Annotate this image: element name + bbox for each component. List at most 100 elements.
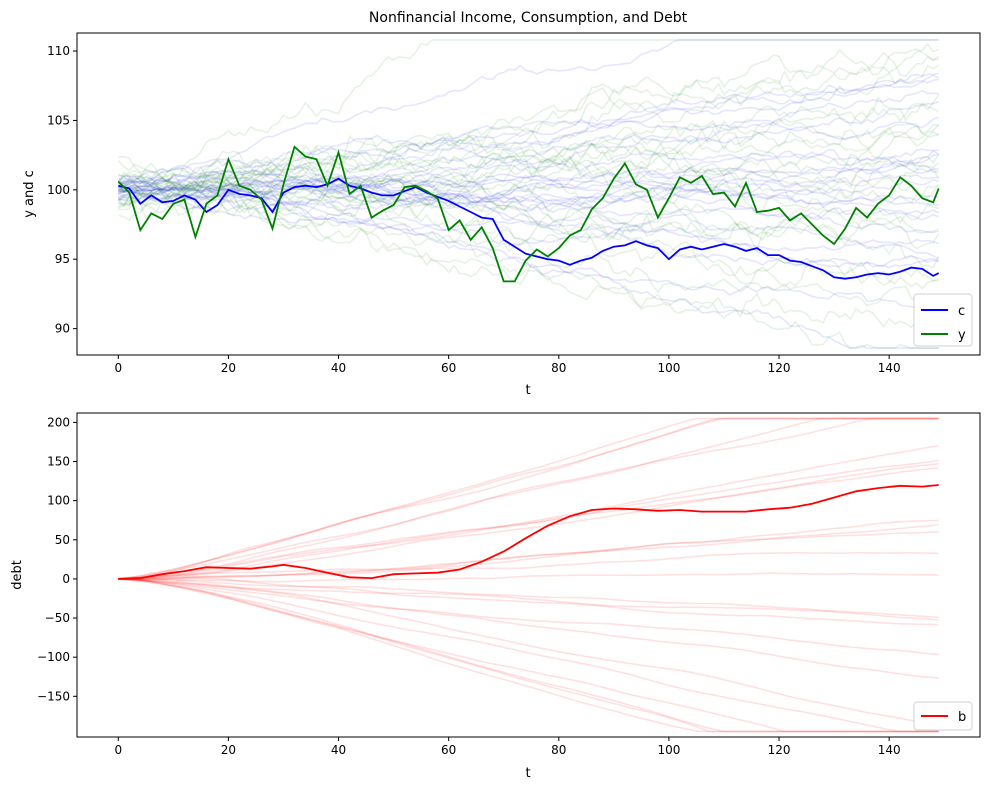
background-sample-path [118,531,939,581]
background-sample-path [118,148,940,200]
background-sample-path [117,129,939,184]
top-x-ticks: 0 20 40 60 80 100 120 140 [114,355,901,375]
x-tick-label: 0 [114,361,122,375]
background-sample-path [118,181,939,221]
y-tick-label: 90 [55,322,70,336]
background-sample-path [118,578,939,626]
background-sample-path [118,577,939,621]
x-tick-label: 140 [878,361,901,375]
x-tick-label: 120 [768,743,791,757]
top-panel: 0 20 40 60 80 100 120 140 90 95 100 105 110 t y and… [22,32,981,398]
background-sample-path [117,174,939,241]
background-sample-path [118,124,940,205]
background-sample-path [118,467,939,580]
figure-title: Nonfinancial Income, Consumption, and De… [369,10,688,26]
background-sample-path [118,578,939,733]
background-sample-path [118,180,939,310]
background-sample-path [118,78,939,184]
background-sample-path [118,578,939,733]
y-tick-label: 50 [55,533,70,547]
x-tick-label: 60 [441,743,456,757]
background-sample-path [117,116,939,189]
background-sample-path [117,42,940,199]
bottom-background-paths [118,417,939,733]
background-sample-path [117,72,939,202]
bottom-x-axis-label: t [525,766,530,781]
x-tick-label: 140 [878,743,901,757]
background-sample-path [118,153,939,204]
x-tick-label: 120 [768,361,791,375]
legend-label-y: y [958,328,966,343]
background-sample-path [117,100,939,204]
background-sample-path [118,578,939,679]
background-sample-path [117,64,940,201]
background-sample-path [117,95,940,209]
y-tick-label: 100 [47,494,70,508]
top-y-ticks: 90 95 100 105 110 [47,44,77,336]
background-sample-path [118,417,939,580]
background-sample-path [118,39,939,192]
background-sample-path [117,172,939,203]
background-sample-path [117,179,939,268]
background-sample-path [118,417,939,580]
top-series [117,145,940,283]
background-sample-path [118,174,940,269]
bottom-x-ticks: 0 20 40 60 80 100 120 140 [114,737,901,757]
background-sample-path [118,572,939,583]
bottom-panel: 0 20 40 60 80 100 120 140 −150 −100 −50 0 50 100 150 2… [10,412,981,781]
background-sample-path [117,160,939,286]
background-sample-path [117,39,939,185]
bottom-y-ticks: −150 −100 −50 0 50 100 150 200 [37,415,77,703]
background-sample-path [117,179,940,250]
x-tick-label: 20 [221,361,236,375]
background-sample-path [117,177,939,206]
background-sample-path [117,175,940,312]
background-sample-path [118,519,939,580]
series-line-b [118,484,939,580]
bottom-plot-frame [76,412,981,738]
legend-label-b: b [958,710,966,725]
x-tick-label: 100 [657,361,680,375]
top-background-paths [117,39,940,349]
background-sample-path [118,578,939,733]
background-sample-path [117,157,940,208]
background-sample-path [118,417,939,580]
background-sample-path [117,122,939,212]
background-sample-path [118,578,939,733]
background-sample-path [118,74,940,189]
legend-label-c: c [958,304,965,319]
background-sample-path [118,524,939,580]
y-tick-label: 105 [47,113,70,127]
y-tick-label: 95 [55,252,70,266]
background-sample-path [117,178,940,247]
background-sample-path [117,145,940,208]
background-sample-path [118,154,940,211]
background-sample-path [118,444,939,580]
top-legend: c y [913,293,973,347]
x-tick-label: 100 [657,743,680,757]
x-tick-label: 80 [551,743,566,757]
y-tick-label: −100 [37,650,70,664]
x-tick-label: 20 [221,743,236,757]
background-sample-path [117,194,939,349]
background-sample-path [117,51,940,191]
background-sample-path [118,48,939,207]
y-tick-label: 150 [47,455,70,469]
top-plot-frame [76,32,981,356]
bottom-y-axis-label: debt [10,560,25,590]
x-tick-label: 60 [441,361,456,375]
y-tick-label: 0 [62,572,70,586]
background-sample-path [118,159,940,207]
x-tick-label: 80 [551,361,566,375]
background-sample-path [118,578,939,656]
y-tick-label: 200 [47,415,70,429]
y-tick-label: 110 [47,44,70,58]
background-sample-path [118,578,939,733]
y-tick-label: 100 [47,183,70,197]
background-sample-path [118,163,939,193]
bottom-series [118,484,939,580]
background-sample-path [117,180,940,341]
background-sample-path [118,195,939,247]
background-sample-path [118,191,939,290]
